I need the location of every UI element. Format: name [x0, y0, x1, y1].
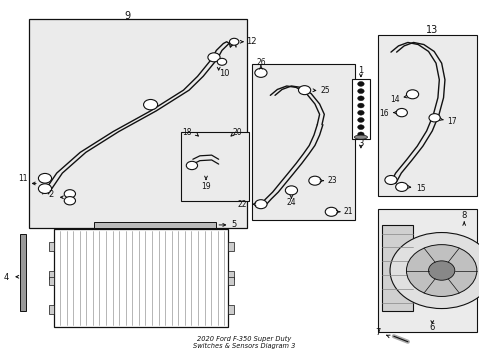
Bar: [227, 277, 233, 285]
Text: 2: 2: [48, 190, 53, 199]
Circle shape: [427, 261, 454, 280]
Circle shape: [357, 81, 364, 86]
Text: 5: 5: [231, 220, 236, 229]
Circle shape: [384, 176, 396, 184]
Text: 19: 19: [201, 182, 210, 191]
Circle shape: [395, 108, 407, 117]
Text: 15: 15: [415, 184, 425, 193]
Text: 26: 26: [256, 58, 265, 67]
Text: 13: 13: [425, 25, 438, 35]
Text: 17: 17: [446, 117, 456, 126]
Circle shape: [64, 197, 75, 205]
Circle shape: [186, 161, 197, 170]
Text: 18: 18: [182, 128, 192, 137]
Circle shape: [406, 245, 476, 297]
Bar: [378, 35, 476, 195]
Circle shape: [143, 99, 157, 110]
Bar: [227, 271, 233, 279]
Circle shape: [357, 110, 364, 115]
Text: 14: 14: [389, 95, 399, 104]
Bar: [381, 225, 412, 311]
Text: 4: 4: [3, 273, 9, 282]
Circle shape: [254, 68, 266, 77]
Text: 11: 11: [18, 174, 28, 183]
Bar: [351, 79, 369, 139]
Circle shape: [207, 53, 220, 62]
Bar: [181, 132, 249, 201]
Circle shape: [229, 38, 238, 45]
Text: 25: 25: [320, 86, 329, 95]
Circle shape: [357, 96, 364, 101]
Bar: [49, 277, 54, 285]
Bar: [49, 242, 54, 251]
Circle shape: [39, 174, 51, 183]
Bar: [251, 64, 354, 220]
Text: 12: 12: [246, 37, 256, 46]
Text: 8: 8: [461, 211, 466, 220]
Text: 20: 20: [232, 128, 242, 137]
Circle shape: [285, 186, 297, 195]
Text: 3: 3: [358, 139, 363, 148]
Bar: [54, 229, 227, 327]
Text: 10: 10: [219, 69, 229, 78]
Circle shape: [254, 200, 266, 209]
Circle shape: [395, 183, 407, 192]
Circle shape: [389, 233, 488, 309]
Text: 24: 24: [286, 198, 296, 207]
Ellipse shape: [354, 135, 367, 139]
Circle shape: [64, 190, 75, 198]
Bar: [49, 271, 54, 279]
Circle shape: [357, 132, 364, 137]
Circle shape: [357, 118, 364, 122]
Text: 23: 23: [327, 176, 336, 185]
Text: 21: 21: [343, 207, 353, 216]
Bar: [378, 210, 476, 332]
Bar: [49, 305, 54, 314]
Text: 22: 22: [237, 201, 246, 210]
Circle shape: [357, 89, 364, 94]
Text: 6: 6: [429, 323, 434, 332]
Circle shape: [406, 90, 418, 99]
Text: 2020 Ford F-350 Super Duty
Switches & Sensors Diagram 3: 2020 Ford F-350 Super Duty Switches & Se…: [193, 336, 295, 348]
Bar: [28, 19, 246, 228]
Circle shape: [428, 114, 439, 122]
Bar: [94, 222, 216, 228]
Circle shape: [308, 176, 320, 185]
Bar: [20, 234, 26, 311]
Text: 1: 1: [358, 66, 363, 75]
Circle shape: [357, 125, 364, 130]
Circle shape: [298, 86, 310, 95]
Text: 16: 16: [378, 109, 388, 118]
Circle shape: [217, 58, 226, 65]
Circle shape: [325, 207, 337, 216]
Bar: [227, 242, 233, 251]
Text: 7: 7: [375, 328, 380, 337]
Circle shape: [39, 184, 51, 193]
Bar: [227, 305, 233, 314]
Circle shape: [357, 103, 364, 108]
Text: 9: 9: [124, 11, 130, 21]
